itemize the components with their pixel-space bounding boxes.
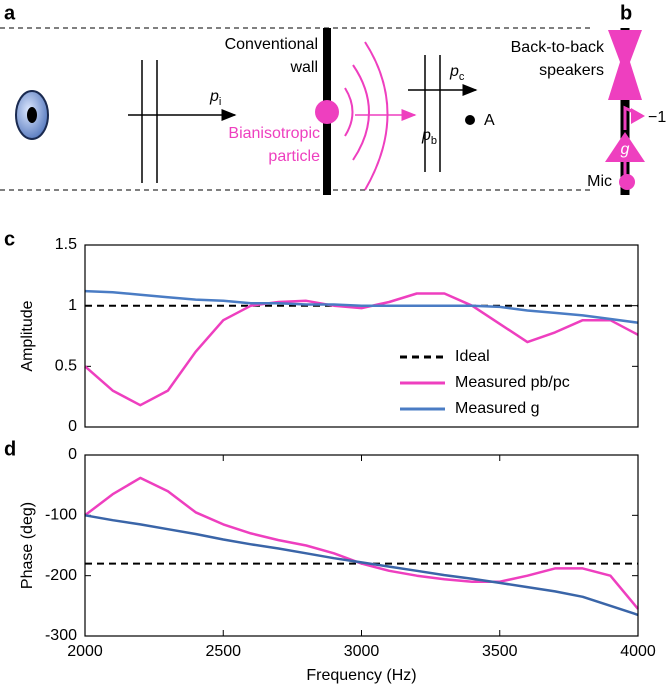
subscript: i (219, 96, 221, 108)
x-tick-label: 2500 (205, 643, 241, 660)
plot-frame (84, 454, 639, 637)
label: −1 (648, 109, 666, 126)
x-axis-label: Frequency (Hz) (306, 667, 416, 684)
line (84, 292, 639, 407)
y-tick-label: 0 (68, 418, 77, 435)
point (465, 115, 475, 125)
y-tick-label: 1 (68, 297, 77, 314)
subscript: c (459, 71, 465, 83)
line (84, 514, 639, 617)
gain (631, 108, 645, 124)
line (84, 476, 639, 610)
plot-frame (84, 244, 639, 428)
label: pi (209, 88, 221, 108)
wave (352, 64, 370, 161)
label: Bianisotropic (228, 125, 320, 142)
legend-label: Ideal (455, 348, 490, 365)
y-tick-label: -100 (45, 507, 77, 524)
y-tick-label: -200 (45, 567, 77, 584)
y-tick-label: -300 (45, 627, 77, 644)
diagram: a b pi Conventional wall Bianisotropic p… (0, 2, 666, 195)
label: Conventional (225, 36, 318, 53)
label: Back-to-back (511, 39, 605, 56)
gain (605, 132, 645, 162)
label: speakers (539, 62, 604, 79)
mic (619, 174, 635, 190)
particle (315, 100, 339, 124)
speakers (608, 30, 642, 100)
y-tick-label: 1.5 (55, 236, 77, 253)
speaker-cone (27, 107, 37, 123)
wave (344, 87, 354, 137)
line (84, 289, 639, 324)
label: pb (421, 127, 437, 147)
label: A (484, 112, 495, 129)
label: particle (268, 148, 320, 165)
symbol: p (421, 127, 431, 144)
symbol: p (449, 63, 459, 80)
panel-label: d (4, 438, 16, 460)
x-tick-label: 3500 (482, 643, 518, 660)
legend-label: Measured pb/pc (455, 374, 570, 391)
x-tick-label: 2000 (67, 643, 103, 660)
panel-label: a (4, 2, 16, 24)
symbol: p (209, 88, 219, 105)
legend-label: Measured g (455, 400, 540, 417)
wave (364, 41, 389, 191)
label: pc (449, 63, 465, 83)
y-axis-label: Amplitude (19, 300, 36, 371)
y-axis-label: Phase (deg) (19, 502, 36, 589)
panel-label: c (4, 228, 15, 250)
x-tick-label: 3000 (344, 643, 380, 660)
y-tick-label: 0 (68, 446, 77, 463)
x-tick-label: 4000 (620, 643, 656, 660)
y-tick-label: 0.5 (55, 358, 77, 375)
label: wall (289, 59, 318, 76)
label: g (621, 141, 630, 158)
subscript: b (431, 135, 437, 147)
panel-label: b (620, 2, 632, 24)
label: Mic (587, 173, 612, 190)
